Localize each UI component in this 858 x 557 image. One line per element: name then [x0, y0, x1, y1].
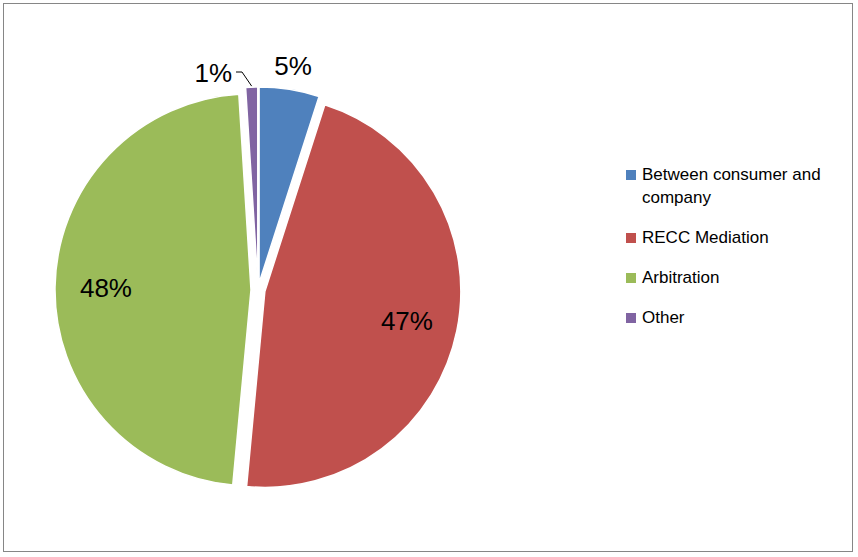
data-label: 1% [194, 58, 232, 88]
pie-slice [246, 87, 258, 283]
leader-line [236, 72, 252, 86]
legend-label: RECC Mediation [642, 228, 769, 247]
legend: Between consumer and company RECC Mediati… [626, 163, 841, 346]
legend-swatch [626, 233, 636, 243]
legend-label: Other [642, 308, 685, 327]
legend-entry: Arbitration [626, 266, 841, 289]
legend-swatch [626, 273, 636, 283]
legend-swatch [626, 170, 636, 180]
pie-slice [55, 94, 251, 485]
data-label: 48% [80, 273, 132, 303]
legend-entry: Other [626, 306, 841, 329]
legend-label: Arbitration [642, 268, 719, 287]
data-labels: 5% 47% 48% 1% [80, 51, 433, 336]
slices [55, 87, 461, 487]
chart-svg: 5% 47% 48% 1% [0, 0, 858, 557]
pie-slice [247, 105, 461, 488]
legend-label: Between consumer and company [642, 165, 821, 207]
legend-swatch [626, 313, 636, 323]
data-label: 5% [274, 51, 312, 81]
legend-entry: Between consumer and company [626, 163, 841, 209]
legend-entry: RECC Mediation [626, 226, 841, 249]
data-label: 47% [381, 306, 433, 336]
